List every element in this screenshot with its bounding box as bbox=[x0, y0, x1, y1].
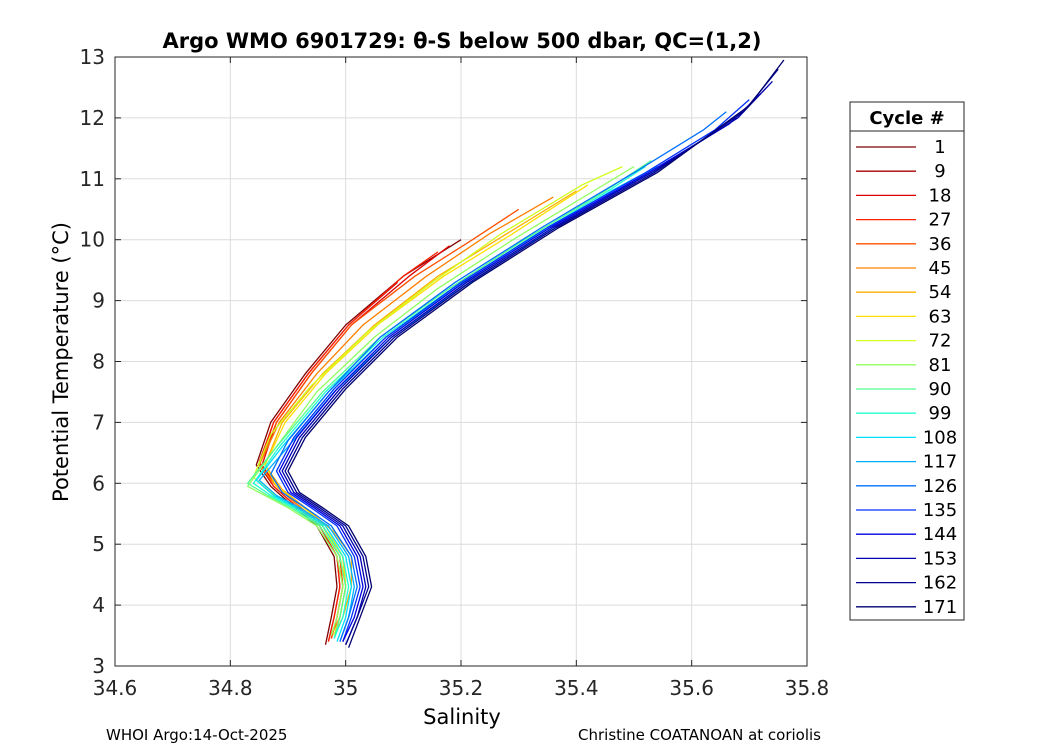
x-axis-label: Salinity bbox=[423, 705, 501, 729]
legend-title: Cycle # bbox=[869, 108, 944, 129]
legend-label: 63 bbox=[929, 306, 952, 327]
series-line-cycle-9 bbox=[258, 281, 399, 642]
series-line-cycle-126 bbox=[270, 111, 727, 642]
y-axis-ticks: 3 4 5 6 7 8 9 10 11 12 13 bbox=[80, 45, 807, 678]
legend-label: 108 bbox=[923, 427, 957, 448]
series-line-cycle-171 bbox=[287, 59, 785, 648]
x-tick-label: 35 bbox=[333, 676, 358, 700]
series-line-cycle-108 bbox=[255, 166, 658, 642]
legend-label: 18 bbox=[929, 185, 952, 206]
series-line-cycle-27 bbox=[258, 251, 439, 642]
series-line-cycle-90 bbox=[246, 159, 652, 639]
legend-label: 36 bbox=[929, 234, 952, 255]
grid bbox=[114, 56, 808, 667]
legend-label: 117 bbox=[923, 452, 957, 473]
x-tick-label: 35.4 bbox=[554, 676, 599, 700]
y-tick-label: 10 bbox=[80, 228, 105, 252]
legend-label: 45 bbox=[929, 258, 952, 279]
legend-label: 9 bbox=[934, 161, 945, 182]
legend-label: 90 bbox=[929, 379, 952, 400]
y-tick-label: 7 bbox=[92, 410, 105, 434]
y-tick-label: 13 bbox=[80, 45, 105, 69]
series-line-cycle-1 bbox=[255, 239, 462, 645]
footer-right: Christine COATANOAN at coriolis bbox=[578, 726, 821, 744]
y-tick-label: 8 bbox=[92, 350, 105, 374]
x-tick-label: 34.6 bbox=[93, 676, 138, 700]
series-line-cycle-153 bbox=[281, 80, 773, 645]
footer-left: WHOI Argo:14-Oct-2025 bbox=[106, 726, 288, 744]
plot-curves bbox=[246, 59, 785, 648]
legend-label: 162 bbox=[923, 573, 957, 594]
legend-label: 135 bbox=[923, 500, 957, 521]
legend-label: 1 bbox=[934, 137, 945, 158]
x-tick-label: 35.8 bbox=[785, 676, 830, 700]
chart-title: Argo WMO 6901729: θ-S below 500 dbar, QC… bbox=[163, 29, 762, 53]
series-line-cycle-162 bbox=[284, 68, 779, 645]
legend-label: 171 bbox=[923, 597, 957, 618]
series-line-cycle-144 bbox=[278, 93, 762, 642]
legend-label: 72 bbox=[929, 331, 952, 352]
series-line-cycle-54 bbox=[264, 190, 577, 636]
x-tick-label: 34.8 bbox=[208, 676, 253, 700]
legend-entries: 1 9 18 27 36 45 54 63 72 81 90 99 108 117 126 135 144 153… bbox=[856, 137, 957, 618]
y-tick-label: 3 bbox=[92, 654, 105, 678]
y-tick-label: 4 bbox=[92, 593, 105, 617]
y-tick-label: 11 bbox=[80, 167, 105, 191]
legend-label: 99 bbox=[929, 403, 952, 424]
series-line-cycle-72 bbox=[252, 166, 623, 636]
series-line-cycle-99 bbox=[252, 166, 646, 639]
legend: Cycle # 19182736455463728190991081171261… bbox=[849, 101, 965, 621]
legend-label: 153 bbox=[923, 548, 957, 569]
y-tick-label: 12 bbox=[80, 106, 105, 130]
legend-label: 81 bbox=[929, 355, 952, 376]
series-line-cycle-135 bbox=[275, 99, 750, 642]
legend-label: 144 bbox=[923, 524, 957, 545]
series-line-cycle-81 bbox=[246, 166, 635, 636]
x-tick-label: 35.6 bbox=[669, 676, 714, 700]
legend-label: 54 bbox=[929, 282, 952, 303]
legend-label: 27 bbox=[929, 210, 952, 231]
y-tick-label: 5 bbox=[92, 532, 105, 556]
series-line-cycle-45 bbox=[258, 196, 554, 636]
legend-label: 126 bbox=[923, 476, 957, 497]
x-tick-label: 35.2 bbox=[439, 676, 484, 700]
y-axis-label: Potential Temperature (°C) bbox=[49, 222, 73, 502]
y-tick-label: 6 bbox=[92, 471, 105, 495]
y-tick-label: 9 bbox=[92, 289, 105, 313]
x-axis-ticks: 34.6 34.8 35 35.2 35.4 35.6 35.8 bbox=[93, 57, 830, 700]
